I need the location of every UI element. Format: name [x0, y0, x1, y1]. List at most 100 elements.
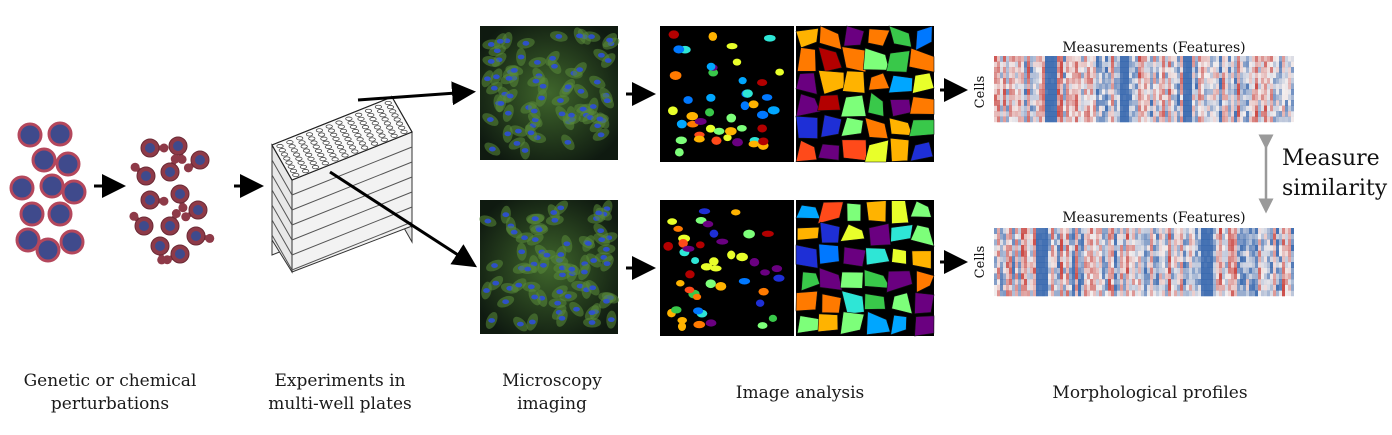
cell-mask: [817, 143, 840, 161]
nucleus-mask: [757, 79, 768, 86]
nucleus-mask: [749, 258, 760, 267]
cell-mask: [841, 46, 868, 73]
micro-cell: [506, 225, 523, 239]
plate-edge: [291, 206, 413, 256]
micro-cell: [526, 213, 545, 224]
micro-cell: [585, 280, 600, 296]
nucleus-mask: [706, 93, 716, 102]
nucleus-mask: [667, 106, 678, 116]
nucleus-mask: [725, 127, 737, 136]
micro-cell: [600, 255, 614, 272]
nucleus-mask: [771, 265, 783, 273]
round-cell: [9, 175, 35, 201]
cell-mask: [909, 96, 935, 115]
nucleus-mask: [723, 134, 732, 142]
nucleus-mask: [685, 270, 695, 279]
micro-cell: [482, 113, 499, 126]
micro-cell: [493, 33, 507, 50]
cell-mask: [886, 270, 913, 293]
nucleus-mask: [700, 263, 713, 271]
nucleus-mask: [676, 119, 687, 129]
micro-cell: [589, 75, 606, 89]
micro-cell: [601, 53, 616, 68]
micro-cell: [508, 137, 526, 150]
cell-mask: [916, 270, 935, 293]
nucleus-mask: [731, 209, 741, 216]
cell-mask: [797, 47, 817, 72]
cell-mask: [888, 75, 913, 94]
nucleus-mask: [738, 77, 747, 85]
micro-cell: [485, 311, 498, 329]
cell-mask: [820, 114, 842, 138]
cell-mask: [891, 248, 907, 265]
cell-mask: [817, 201, 844, 225]
cell-mask: [818, 243, 840, 265]
cells-label-top: Cells: [973, 76, 988, 109]
micro-cell: [555, 245, 567, 264]
round-cell: [19, 201, 45, 227]
nucleus-mask: [705, 319, 717, 327]
micro-cell: [516, 48, 527, 67]
nucleus-mask: [767, 106, 780, 115]
micro-cell: [484, 142, 501, 156]
micro-cell: [530, 224, 549, 235]
round-cell: [17, 122, 43, 148]
micro-cell: [502, 124, 513, 143]
plate-edge-side: [271, 219, 293, 256]
nucleus-mask: [763, 34, 776, 42]
plate-edge-side: [271, 189, 293, 226]
nucleus-mask: [705, 279, 716, 289]
cell-mask: [910, 224, 935, 247]
cell-mask: [795, 72, 818, 95]
cell-mask: [795, 244, 819, 269]
perturbed-cell: [160, 154, 180, 182]
round-cell: [47, 121, 73, 147]
nucleus-mask: [757, 124, 767, 133]
micro-cell: [497, 295, 515, 308]
micro-cell: [563, 263, 581, 276]
healthy-cells-group: [9, 121, 87, 263]
micro-cell: [536, 89, 547, 107]
nucleus-mask: [683, 96, 693, 104]
plate-edge-side: [271, 174, 293, 211]
nucleus-mask: [705, 124, 716, 133]
micro-cell: [481, 70, 494, 88]
cell-mask: [864, 139, 889, 163]
nucleus-mask: [678, 239, 688, 248]
cell-mask: [864, 117, 889, 139]
micro-cell: [551, 285, 568, 299]
round-cell: [39, 173, 65, 199]
micro-cell: [522, 281, 541, 292]
micro-cell: [528, 57, 547, 68]
cell-mask: [889, 137, 910, 162]
cell-mask: [841, 139, 867, 161]
nucleus-mask: [710, 265, 722, 272]
nucleus-mask: [713, 127, 725, 135]
profile-heatmap-top: [994, 56, 1294, 123]
cell-mask: [910, 200, 932, 218]
micro-cell: [528, 102, 541, 120]
perturbed-cell: [150, 236, 170, 265]
micro-cell: [481, 281, 492, 300]
micro-cell: [502, 88, 518, 104]
micro-cell: [573, 27, 586, 45]
cell-mask: [914, 292, 935, 314]
cell-mask: [885, 50, 911, 73]
micro-cell: [505, 65, 524, 76]
caption-imaging: Microscopy imaging: [502, 371, 602, 414]
features-label-bottom: Measurements (Features): [1062, 210, 1245, 226]
nucleus-mask: [698, 208, 711, 215]
round-cell: [61, 179, 87, 205]
nucleus-mask: [709, 257, 719, 266]
micro-cell: [513, 316, 528, 332]
micro-cell: [502, 104, 514, 122]
micro-cell: [578, 263, 591, 281]
perturbed-cells-group: [129, 136, 215, 265]
cell-mask: [795, 290, 818, 312]
multi-well-plate-stack: [271, 95, 413, 274]
nucleus-mask: [761, 230, 774, 237]
nucleus-mask: [748, 140, 760, 148]
cell-mask: [842, 70, 866, 94]
micro-cell: [488, 45, 506, 57]
micro-cell: [528, 288, 541, 306]
